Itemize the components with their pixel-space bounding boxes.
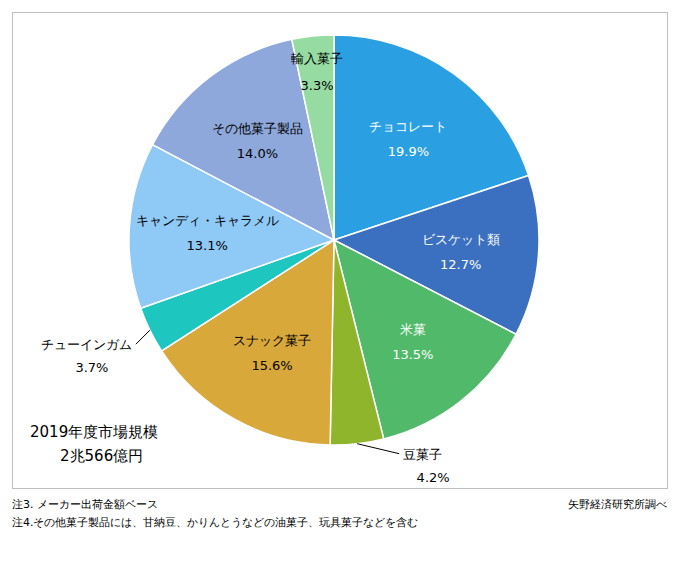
slice-label: ビスケット類 (422, 232, 500, 247)
slice-label: 輸入菓子 (291, 51, 343, 66)
slice-value: 4.2% (417, 470, 450, 485)
slice-label: チョコレート (369, 119, 447, 134)
labels: チョコレート 19.9% ビスケット類 12.7% 米菓 13.5% 豆菓子 4.2% スナック… (41, 51, 500, 485)
slice-value: 13.1% (187, 238, 228, 253)
annotations: 2019年度市場規模 2兆566億円 (30, 423, 158, 465)
slices (129, 35, 539, 445)
slice-label: 豆菓子 (403, 447, 442, 462)
slice-value: 3.3% (301, 78, 334, 93)
slice-label: スナック菓子 (233, 333, 311, 348)
pie-slice (330, 240, 384, 445)
note: 注4.その他菓子製品には、甘納豆、かりんとうなどの油菓子、玩具菓子などを含む (12, 516, 419, 529)
chart-svg: チョコレート 19.9% ビスケット類 12.7% 米菓 13.5% 豆菓子 4.2% スナック… (0, 0, 681, 574)
slice-value: 19.9% (388, 144, 429, 159)
chart-container: チョコレート 19.9% ビスケット類 12.7% 米菓 13.5% 豆菓子 4.2% スナック… (0, 0, 681, 574)
slice-label: 米菓 (400, 322, 426, 337)
slice-label: その他菓子製品 (212, 121, 303, 136)
market-size: 2兆566億円 (60, 447, 143, 465)
leader-line (136, 330, 150, 344)
slice-value: 3.7% (75, 360, 108, 375)
source: 矢野経済研究所調べ (568, 498, 667, 511)
notes: 注3. メーカー出荷金額ベース注4.その他菓子製品には、甘納豆、かりんとうなどの… (12, 498, 667, 529)
note: 注3. メーカー出荷金額ベース (12, 498, 158, 511)
slice-value: 15.6% (251, 358, 292, 373)
slice-value: 12.7% (440, 257, 481, 272)
chart-frame (13, 13, 668, 489)
slice-value: 14.0% (237, 146, 278, 161)
leader-line (357, 444, 399, 454)
slice-value: 13.5% (392, 347, 433, 362)
slice-label: チューインガム (41, 337, 132, 352)
slice-label: キャンディ・キャラメル (136, 213, 279, 228)
market-size: 2019年度市場規模 (30, 423, 158, 441)
